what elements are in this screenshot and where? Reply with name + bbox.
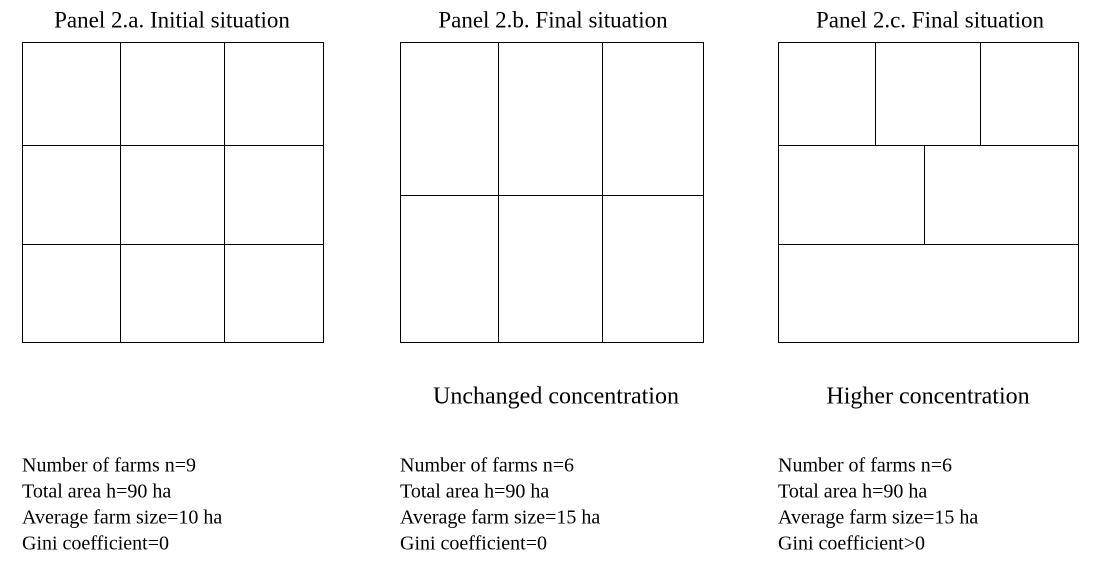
field	[778, 42, 1079, 343]
grid-b	[400, 42, 704, 343]
field	[22, 42, 324, 343]
grid-c	[778, 42, 1079, 343]
panel-subtitle: Unchanged concentration	[433, 384, 679, 410]
stat-line: Total area h=90 ha	[22, 481, 171, 503]
stat-line: Number of farms n=6	[400, 455, 574, 477]
panel-title: Panel 2.b. Final situation	[438, 7, 668, 32]
stat-line: Average farm size=15 ha	[778, 507, 978, 529]
stat-line: Gini coefficient=0	[22, 533, 169, 555]
stat-line: Average farm size=15 ha	[400, 507, 600, 529]
stat-line: Number of farms n=9	[22, 455, 196, 477]
stat-line: Total area h=90 ha	[778, 481, 927, 503]
stat-line: Gini coefficient>0	[778, 533, 925, 555]
panel-subtitle: Higher concentration	[826, 384, 1029, 410]
panel-title: Panel 2.c. Final situation	[816, 7, 1045, 32]
field	[400, 42, 704, 343]
stat-line: Gini coefficient=0	[400, 533, 547, 555]
stat-line: Total area h=90 ha	[400, 481, 549, 503]
grid-a	[22, 42, 324, 343]
panel-title: Panel 2.a. Initial situation	[54, 7, 290, 32]
stats: Number of farms n=9 Total area h=90 ha Ave…	[22, 455, 978, 555]
stat-line: Number of farms n=6	[778, 455, 952, 477]
stat-line: Average farm size=10 ha	[22, 507, 222, 529]
